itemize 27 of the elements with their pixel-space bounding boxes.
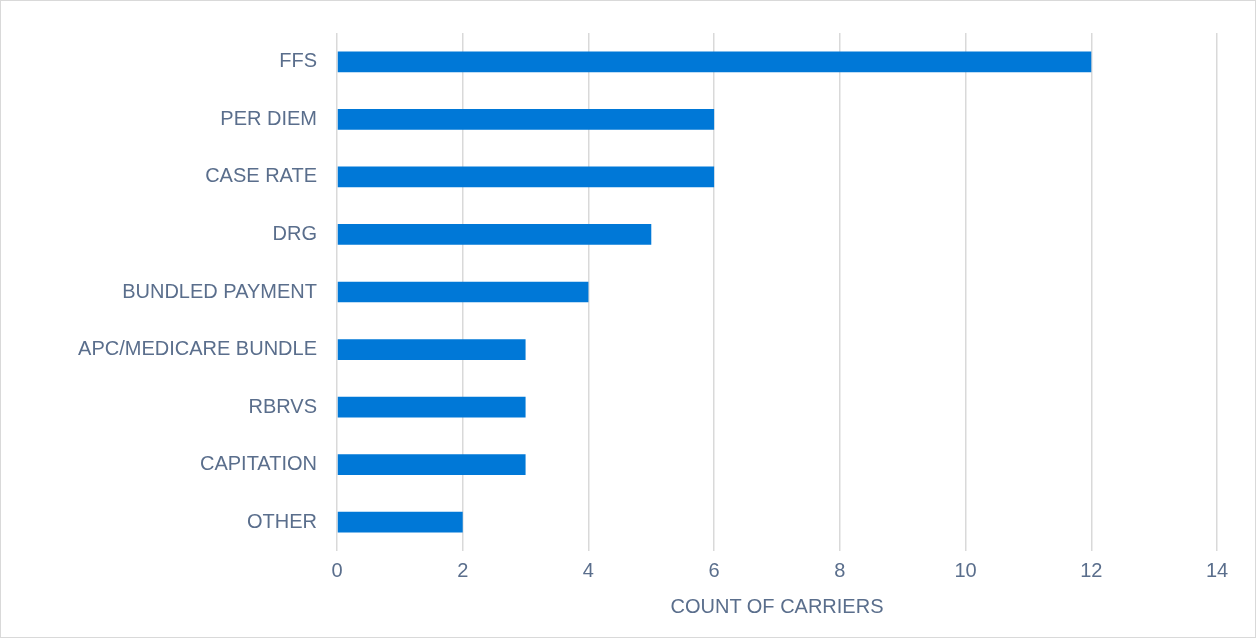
y-tick-label: RBRVS <box>248 394 317 417</box>
y-tick-label: FFS <box>279 49 317 72</box>
x-tick-label: 6 <box>708 558 720 581</box>
y-tick-label: CASE RATE <box>205 164 317 187</box>
bar <box>337 454 526 476</box>
bar <box>337 511 463 533</box>
y-tick-label: PER DIEM <box>220 106 317 129</box>
x-tick-label: 0 <box>331 558 343 581</box>
y-tick-label: BUNDLED PAYMENT <box>122 279 317 302</box>
x-tick-label: 4 <box>582 558 594 581</box>
x-tick-label: 12 <box>1080 558 1103 581</box>
y-tick-label: DRG <box>272 221 317 244</box>
y-tick-label: OTHER <box>247 509 317 532</box>
bar <box>337 51 1092 73</box>
x-tick-label: 10 <box>954 558 977 581</box>
bar <box>337 166 715 188</box>
y-tick-label: APC/MEDICARE BUNDLE <box>78 337 317 360</box>
bar <box>337 339 526 360</box>
x-tick-label: 8 <box>834 558 846 581</box>
bar <box>337 224 652 245</box>
x-tick-label: 14 <box>1205 558 1229 581</box>
bar <box>337 108 715 130</box>
y-tick-label: CAPITATION <box>199 452 317 475</box>
bar <box>337 281 589 303</box>
bar <box>337 396 526 418</box>
x-axis-title: COUNT OF CARRIERS <box>670 594 884 617</box>
x-tick-label: 2 <box>457 558 469 581</box>
